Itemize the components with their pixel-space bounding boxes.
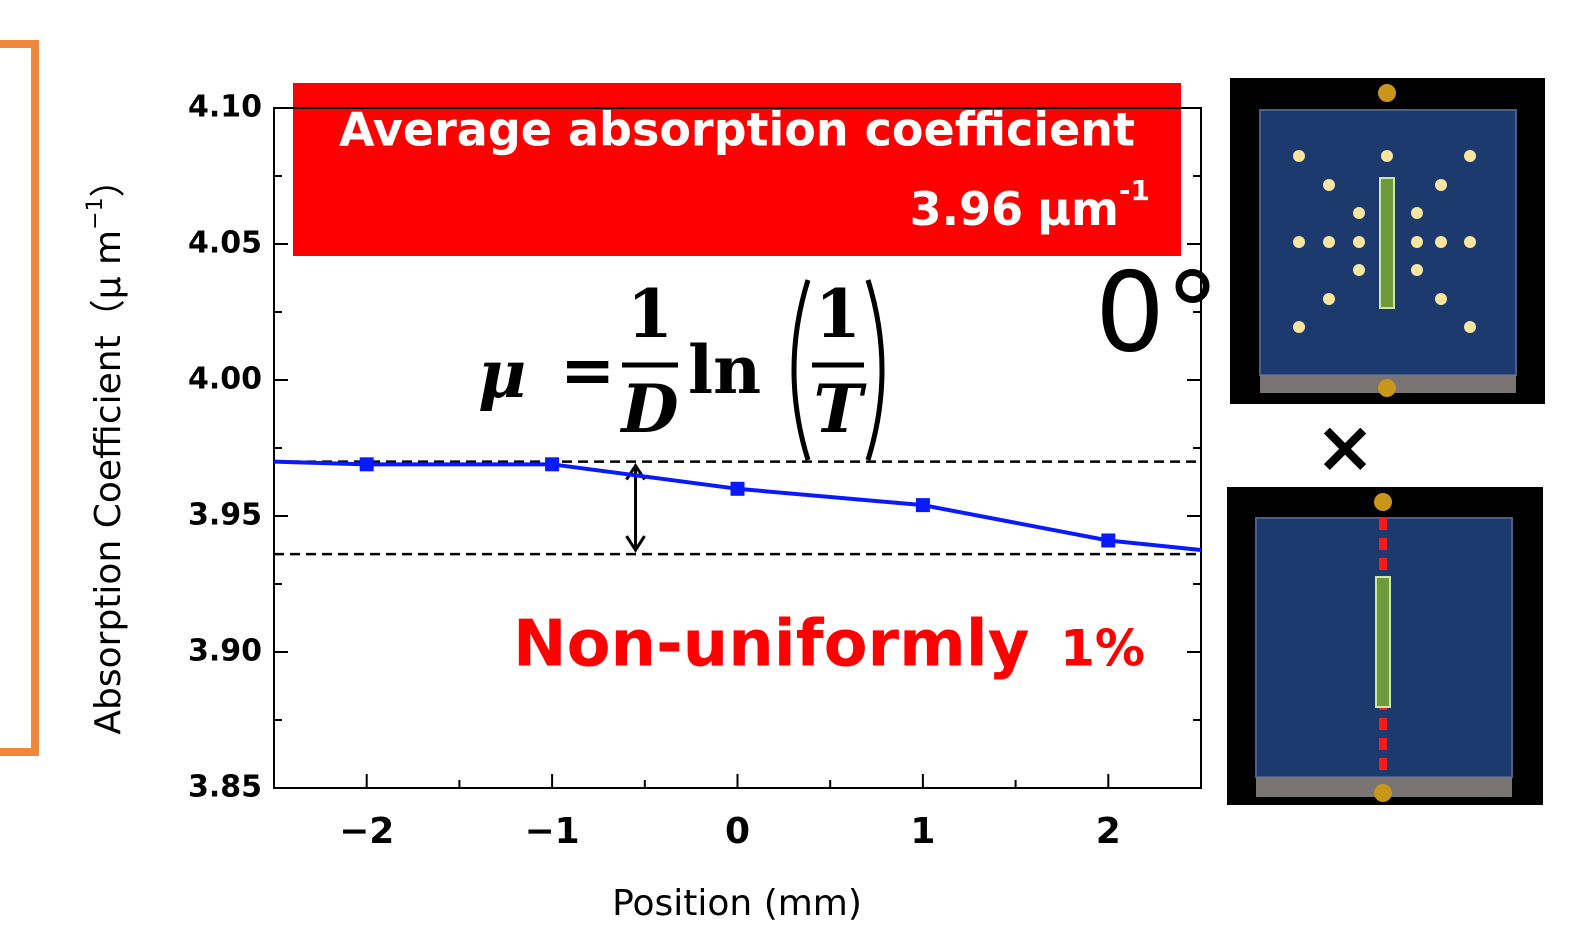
formula-num1: 1 bbox=[627, 275, 673, 353]
y-label-end: ） bbox=[88, 161, 129, 197]
formula-eq: = bbox=[560, 331, 615, 409]
data-point bbox=[545, 457, 560, 472]
times-sign: × bbox=[1315, 405, 1375, 489]
x-tick-label: 1 bbox=[910, 811, 935, 852]
x-tick-label: −2 bbox=[339, 811, 394, 852]
y-tick-label: 4.05 bbox=[188, 226, 262, 261]
data-point bbox=[1101, 533, 1116, 548]
range-arrow bbox=[625, 462, 646, 553]
average-box bbox=[293, 83, 1181, 256]
y-label-main: Absorption Coefficient（μ m bbox=[88, 230, 129, 735]
y-tick-label: 3.90 bbox=[188, 634, 262, 669]
average-unit-exp: -1 bbox=[1119, 174, 1150, 207]
data-point bbox=[359, 457, 374, 472]
average-number: 3.96 bbox=[910, 182, 1024, 236]
nonuniform-value: 1% bbox=[1060, 620, 1145, 678]
formula-lhs: μ bbox=[478, 335, 526, 413]
average-unit: μm bbox=[1037, 182, 1119, 236]
y-label-exp: −1 bbox=[83, 197, 108, 229]
nonuniform-label: Non-uniformly bbox=[513, 608, 1029, 682]
y-tick-label: 3.85 bbox=[188, 770, 262, 805]
y-tick-label: 4.10 bbox=[188, 90, 262, 125]
average-value: 3.96 μm-1 bbox=[910, 174, 1150, 236]
diagram-bottom bbox=[1227, 487, 1543, 805]
formula-num2: 1 bbox=[815, 275, 861, 353]
data-point bbox=[915, 498, 930, 513]
paren-left bbox=[791, 279, 811, 461]
average-label: Average absorption coefficient bbox=[339, 103, 1135, 157]
y-tick-label: 4.00 bbox=[188, 362, 262, 397]
data-line bbox=[273, 459, 1202, 552]
x-tick-label: 0 bbox=[725, 811, 750, 852]
formula-den2: T bbox=[813, 370, 867, 448]
x-axis-label: Position (mm) bbox=[612, 883, 862, 924]
formula-den1: D bbox=[619, 370, 678, 448]
data-point bbox=[730, 481, 745, 496]
paren-right bbox=[865, 279, 885, 461]
x-tick-label: 2 bbox=[1096, 811, 1121, 852]
bracket bbox=[0, 40, 39, 756]
y-tick-label: 3.95 bbox=[188, 498, 262, 533]
formula-fn: ln bbox=[688, 331, 761, 409]
diagram-top bbox=[1230, 78, 1545, 404]
y-axis-label: Absorption Coefficient（μ m−1） bbox=[83, 161, 129, 734]
x-tick-label: −1 bbox=[524, 811, 579, 852]
